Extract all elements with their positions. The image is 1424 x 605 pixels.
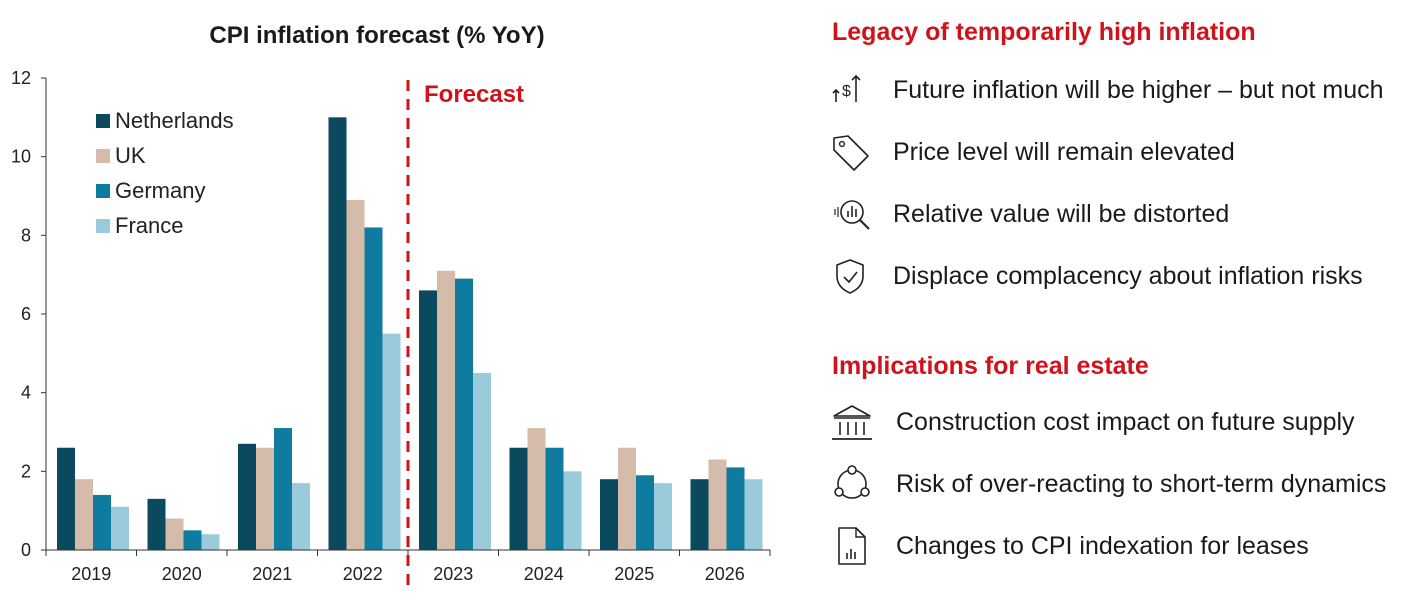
bar	[618, 447, 636, 550]
bar	[473, 373, 491, 550]
implication-item-text: Construction cost impact on future suppl…	[896, 407, 1355, 436]
bar	[57, 447, 75, 550]
chart-title: CPI inflation forecast (% YoY)	[209, 22, 544, 49]
legend-label: Netherlands	[115, 108, 234, 133]
legend-swatch	[96, 219, 110, 233]
legacy-item-higher-inflation: $ Future inflation will be higher – but …	[832, 70, 1424, 110]
bar	[654, 483, 672, 550]
svg-text:$: $	[842, 83, 851, 100]
y-tick-label: 4	[21, 383, 31, 403]
bar	[726, 467, 745, 550]
bar	[364, 227, 383, 550]
legacy-item-text: Future inflation will be higher – but no…	[893, 75, 1384, 104]
bar	[527, 428, 546, 550]
y-tick-label: 6	[21, 304, 31, 324]
bar	[455, 278, 473, 550]
bar	[509, 447, 528, 550]
x-tick-label: 2024	[524, 564, 564, 584]
legacy-item-text: Displace complacency about inflation ris…	[893, 261, 1363, 290]
implication-item-text: Risk of over-reacting to short-term dyna…	[896, 469, 1387, 498]
x-tick-label: 2021	[252, 564, 292, 584]
legacy-item-relative-value: Relative value will be distorted	[832, 194, 1424, 234]
bar	[238, 443, 256, 550]
bar	[690, 479, 709, 550]
legacy-item-text: Relative value will be distorted	[893, 199, 1230, 228]
building-columns-icon	[832, 402, 876, 442]
forecast-label: Forecast	[424, 81, 524, 108]
bar	[328, 117, 347, 550]
bar	[256, 447, 274, 550]
y-tick-label: 8	[21, 225, 31, 245]
bar	[147, 498, 166, 550]
legacy-item-price-level: Price level will remain elevated	[832, 132, 1424, 172]
implication-item-short-term: Risk of over-reacting to short-term dyna…	[832, 464, 1424, 504]
bar	[111, 506, 129, 550]
bar	[382, 333, 401, 550]
x-tick-label: 2020	[162, 564, 202, 584]
bar	[636, 475, 654, 550]
x-tick-label: 2025	[614, 564, 654, 584]
rising-price-icon: $	[832, 70, 876, 110]
implication-item-construction: Construction cost impact on future suppl…	[832, 402, 1424, 442]
implication-item-cpi-indexation: Changes to CPI indexation for leases	[832, 526, 1424, 566]
cycle-network-icon	[832, 464, 876, 504]
legend-label: France	[115, 213, 183, 238]
legacy-section-title: Legacy of temporarily high inflation	[832, 18, 1256, 46]
legend-swatch	[96, 149, 110, 163]
magnifier-chart-icon	[832, 194, 876, 234]
bar	[201, 534, 220, 550]
x-tick-label: 2019	[71, 564, 111, 584]
bar	[437, 270, 455, 550]
bar	[600, 479, 618, 550]
shield-check-icon	[832, 256, 876, 296]
bar	[292, 483, 310, 550]
bar	[165, 518, 184, 550]
legend-swatch	[96, 184, 110, 198]
insights-panel: Legacy of temporarily high inflation $ F…	[832, 0, 1424, 605]
y-tick-label: 2	[21, 461, 31, 481]
price-tag-icon	[832, 132, 876, 172]
legend-swatch	[96, 114, 110, 128]
bar	[744, 479, 763, 550]
legacy-item-text: Price level will remain elevated	[893, 137, 1235, 166]
bar	[346, 199, 365, 550]
bar	[563, 471, 582, 550]
legend-label: Germany	[115, 178, 205, 203]
document-chart-icon	[832, 526, 876, 566]
bar	[93, 494, 111, 550]
legacy-item-complacency: Displace complacency about inflation ris…	[832, 256, 1424, 296]
bar	[708, 459, 727, 550]
bar	[274, 428, 292, 550]
x-tick-label: 2026	[705, 564, 745, 584]
cpi-bar-chart: CPI inflation forecast (% YoY) 0 2 4 6 8 10 12…	[11, 22, 771, 590]
x-tick-label: 2023	[433, 564, 473, 584]
y-tick-label: 12	[11, 68, 31, 88]
bar	[183, 530, 202, 550]
bar	[75, 479, 93, 550]
y-tick-label: 0	[21, 540, 31, 560]
implication-item-text: Changes to CPI indexation for leases	[896, 531, 1309, 560]
legend-label: UK	[115, 143, 146, 168]
y-tick-label: 10	[11, 147, 31, 167]
implications-section-title: Implications for real estate	[832, 352, 1149, 380]
bar	[545, 447, 564, 550]
x-tick-label: 2022	[343, 564, 383, 584]
bar	[419, 290, 437, 550]
